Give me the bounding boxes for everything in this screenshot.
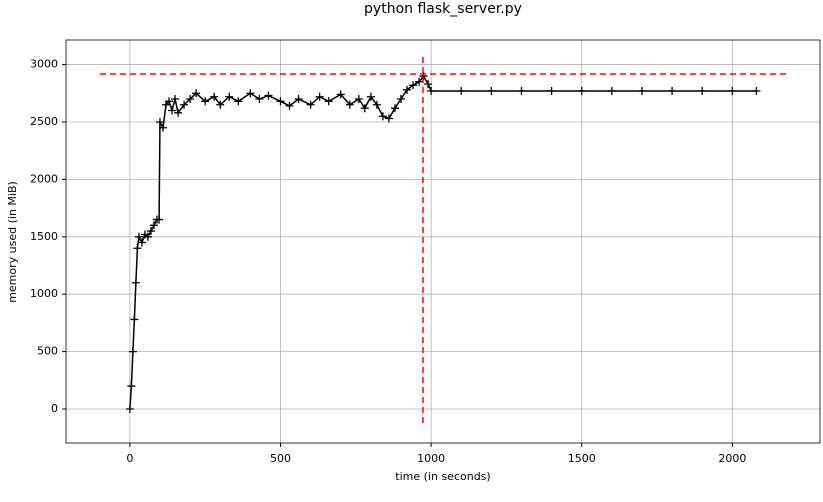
marker <box>234 97 243 106</box>
marker <box>155 215 164 224</box>
marker <box>487 86 496 95</box>
plot-frame <box>65 39 821 444</box>
marker <box>457 86 466 95</box>
x-tick-label: 1000 <box>417 452 445 465</box>
marker <box>155 117 164 126</box>
marker <box>127 382 136 391</box>
y-tick-label: 2000 <box>30 172 58 185</box>
marker <box>547 86 556 95</box>
marker <box>324 97 333 106</box>
x-tick-label: 1500 <box>568 452 596 465</box>
marker <box>143 232 152 241</box>
chart-title: python flask_server.py <box>364 1 522 17</box>
marker <box>255 95 264 104</box>
marker <box>186 95 195 104</box>
y-tick-label: 1500 <box>30 230 58 243</box>
marker <box>201 97 210 106</box>
marker <box>354 95 363 104</box>
marker <box>409 81 418 90</box>
marker <box>125 405 134 414</box>
marker <box>577 86 586 95</box>
y-tick-label: 0 <box>51 402 58 415</box>
marker <box>171 95 180 104</box>
marker <box>285 101 294 110</box>
marker <box>668 86 677 95</box>
marker <box>390 104 399 113</box>
marker <box>174 108 183 117</box>
marker <box>134 232 143 241</box>
y-axis-label: memory used (in MiB) <box>6 181 19 303</box>
marker <box>360 104 369 113</box>
x-tick-label: 2000 <box>718 452 746 465</box>
marker <box>246 89 255 98</box>
marker <box>728 86 737 95</box>
marker <box>210 92 219 101</box>
marker <box>216 100 225 109</box>
marker <box>149 221 158 230</box>
x-axis-label: time (in seconds) <box>395 470 490 483</box>
marker <box>276 97 285 106</box>
y-tick-label: 3000 <box>30 58 58 71</box>
marker <box>225 92 234 101</box>
marker <box>336 90 345 99</box>
marker <box>427 86 436 95</box>
marker <box>396 95 405 104</box>
marker <box>264 91 273 100</box>
y-tick-label: 2500 <box>30 115 58 128</box>
marker <box>372 100 381 109</box>
marker <box>131 278 140 287</box>
y-tick-label: 1000 <box>30 287 58 300</box>
marker <box>128 347 137 356</box>
marker <box>168 106 177 115</box>
marker <box>607 86 616 95</box>
marker <box>315 92 324 101</box>
marker <box>192 89 201 98</box>
marker <box>306 100 315 109</box>
marker <box>378 112 387 121</box>
y-tick-label: 500 <box>37 345 58 358</box>
x-tick-label: 0 <box>126 452 133 465</box>
marker <box>403 85 412 94</box>
marker <box>146 227 155 236</box>
marker <box>294 95 303 104</box>
marker <box>137 238 146 247</box>
marker <box>637 86 646 95</box>
marker <box>158 123 167 132</box>
marker <box>165 97 174 106</box>
marker <box>424 80 433 89</box>
marker <box>133 244 142 253</box>
x-tick-label: 500 <box>270 452 291 465</box>
marker <box>517 86 526 95</box>
marker <box>366 92 375 101</box>
marker <box>752 86 761 95</box>
marker <box>698 86 707 95</box>
marker <box>384 114 393 123</box>
marker <box>345 100 354 109</box>
marker <box>415 77 424 86</box>
marker <box>180 100 189 109</box>
marker <box>130 315 139 324</box>
